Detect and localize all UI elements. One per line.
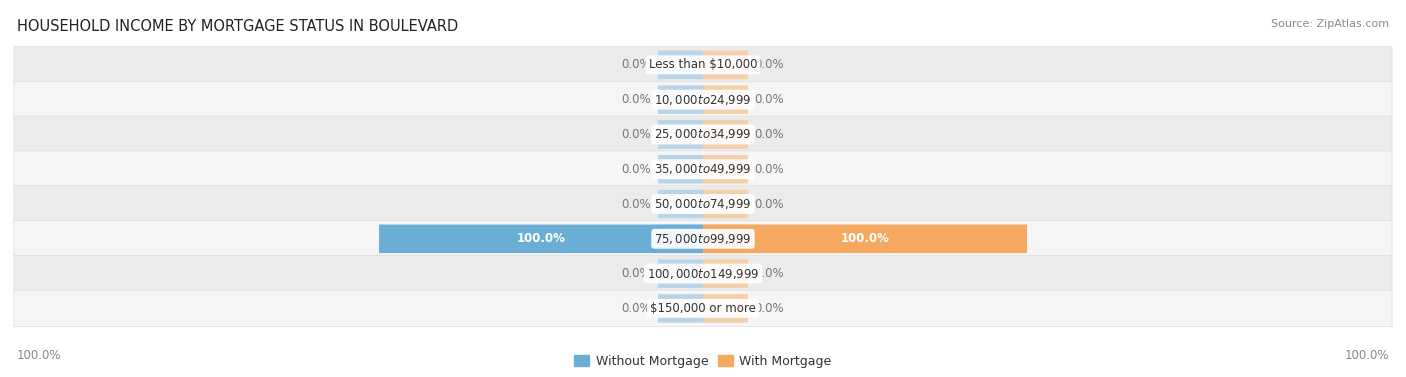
- FancyBboxPatch shape: [703, 120, 748, 149]
- FancyBboxPatch shape: [658, 294, 703, 323]
- Text: 0.0%: 0.0%: [755, 302, 785, 315]
- Text: 100.0%: 100.0%: [17, 349, 62, 362]
- FancyBboxPatch shape: [380, 225, 703, 253]
- Text: Less than $10,000: Less than $10,000: [648, 58, 758, 71]
- Legend: Without Mortgage, With Mortgage: Without Mortgage, With Mortgage: [569, 349, 837, 372]
- Text: $25,000 to $34,999: $25,000 to $34,999: [654, 127, 752, 141]
- FancyBboxPatch shape: [14, 255, 1392, 292]
- Text: 0.0%: 0.0%: [621, 93, 651, 106]
- Text: 0.0%: 0.0%: [621, 58, 651, 71]
- Text: 0.0%: 0.0%: [755, 128, 785, 141]
- Text: Source: ZipAtlas.com: Source: ZipAtlas.com: [1271, 19, 1389, 29]
- FancyBboxPatch shape: [658, 190, 703, 218]
- Text: 0.0%: 0.0%: [621, 128, 651, 141]
- FancyBboxPatch shape: [703, 190, 748, 218]
- FancyBboxPatch shape: [703, 225, 748, 253]
- FancyBboxPatch shape: [658, 155, 703, 184]
- Text: 100.0%: 100.0%: [1344, 349, 1389, 362]
- Text: 0.0%: 0.0%: [621, 163, 651, 176]
- Text: 0.0%: 0.0%: [755, 267, 785, 280]
- FancyBboxPatch shape: [14, 151, 1392, 187]
- Text: 0.0%: 0.0%: [755, 163, 785, 176]
- Text: 0.0%: 0.0%: [621, 267, 651, 280]
- Text: 0.0%: 0.0%: [755, 198, 785, 210]
- FancyBboxPatch shape: [14, 116, 1392, 153]
- FancyBboxPatch shape: [14, 47, 1392, 83]
- Text: $50,000 to $74,999: $50,000 to $74,999: [654, 197, 752, 211]
- Text: 0.0%: 0.0%: [755, 93, 785, 106]
- Text: $100,000 to $149,999: $100,000 to $149,999: [647, 267, 759, 280]
- FancyBboxPatch shape: [703, 155, 748, 184]
- FancyBboxPatch shape: [658, 120, 703, 149]
- Text: 100.0%: 100.0%: [516, 232, 565, 245]
- FancyBboxPatch shape: [14, 290, 1392, 326]
- FancyBboxPatch shape: [14, 221, 1392, 257]
- FancyBboxPatch shape: [703, 225, 1026, 253]
- Text: HOUSEHOLD INCOME BY MORTGAGE STATUS IN BOULEVARD: HOUSEHOLD INCOME BY MORTGAGE STATUS IN B…: [17, 19, 458, 34]
- FancyBboxPatch shape: [14, 81, 1392, 118]
- FancyBboxPatch shape: [658, 51, 703, 79]
- FancyBboxPatch shape: [658, 85, 703, 114]
- FancyBboxPatch shape: [658, 225, 703, 253]
- Text: $75,000 to $99,999: $75,000 to $99,999: [654, 232, 752, 246]
- FancyBboxPatch shape: [703, 85, 748, 114]
- Text: 0.0%: 0.0%: [755, 58, 785, 71]
- FancyBboxPatch shape: [14, 186, 1392, 222]
- Text: $35,000 to $49,999: $35,000 to $49,999: [654, 162, 752, 176]
- FancyBboxPatch shape: [703, 259, 748, 288]
- Text: 0.0%: 0.0%: [621, 198, 651, 210]
- FancyBboxPatch shape: [703, 294, 748, 323]
- Text: 100.0%: 100.0%: [841, 232, 890, 245]
- Text: 0.0%: 0.0%: [621, 302, 651, 315]
- Text: $150,000 or more: $150,000 or more: [650, 302, 756, 315]
- FancyBboxPatch shape: [703, 51, 748, 79]
- FancyBboxPatch shape: [658, 259, 703, 288]
- Text: $10,000 to $24,999: $10,000 to $24,999: [654, 93, 752, 107]
